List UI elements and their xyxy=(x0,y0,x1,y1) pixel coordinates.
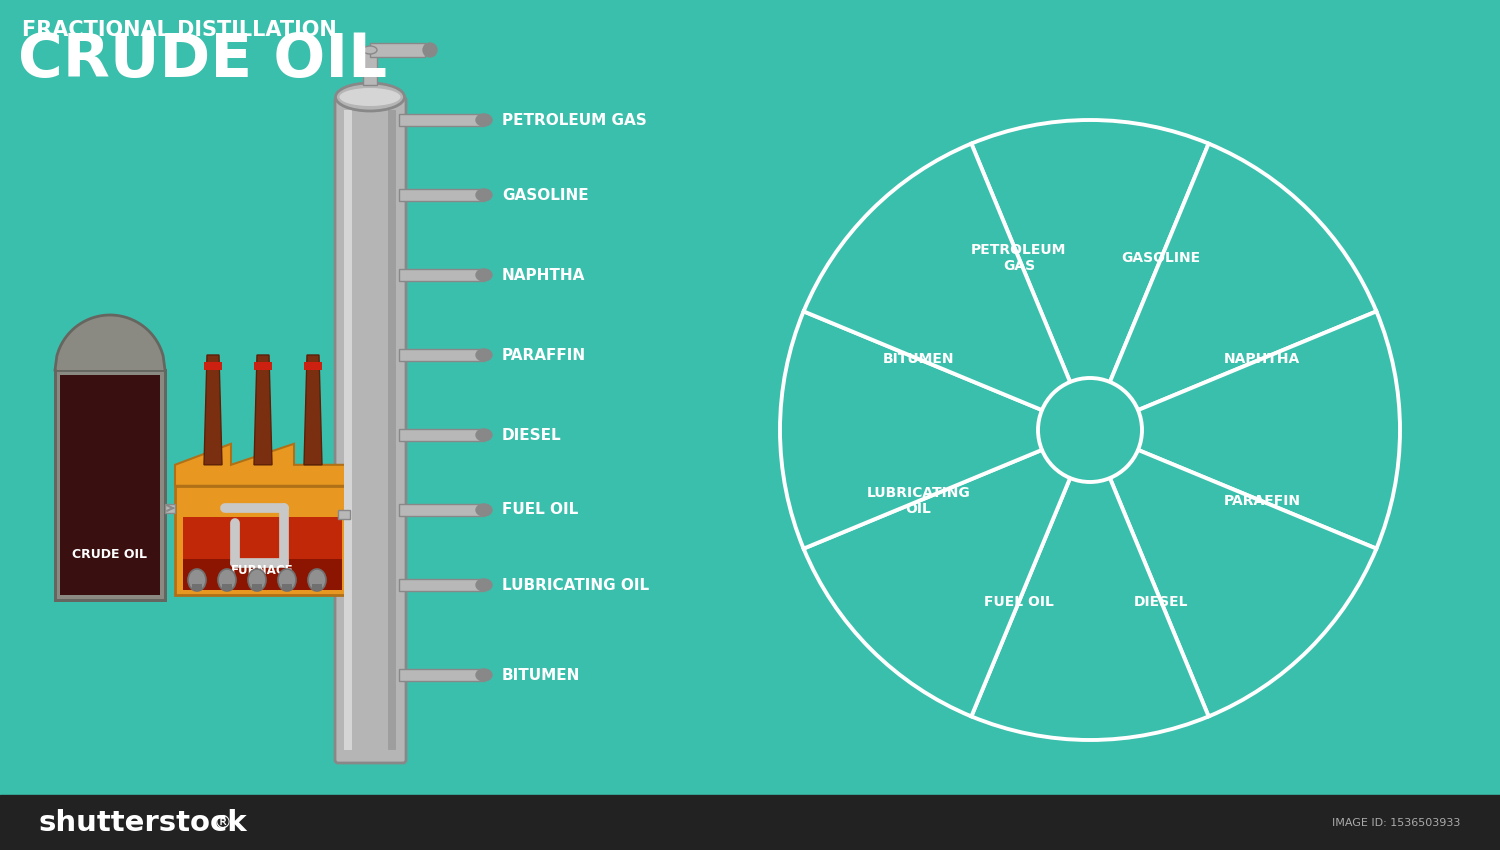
Bar xyxy=(254,362,272,370)
Bar xyxy=(0,795,1500,850)
Text: IMAGE ID: 1536503933: IMAGE ID: 1536503933 xyxy=(1332,818,1460,828)
Text: shutterstock: shutterstock xyxy=(38,809,246,837)
Text: ®: ® xyxy=(213,814,231,832)
Wedge shape xyxy=(804,144,1090,430)
Bar xyxy=(60,375,160,595)
Text: GASOLINE: GASOLINE xyxy=(1122,251,1200,265)
Bar xyxy=(344,110,352,750)
Ellipse shape xyxy=(476,669,492,681)
Text: NAPHTHA: NAPHTHA xyxy=(503,268,585,282)
Ellipse shape xyxy=(248,569,266,591)
Text: CRUDE OIL: CRUDE OIL xyxy=(18,31,387,90)
Text: FUEL OIL: FUEL OIL xyxy=(984,595,1054,609)
Wedge shape xyxy=(1090,311,1400,548)
Text: LUBRICATING
OIL: LUBRICATING OIL xyxy=(867,486,970,516)
Bar xyxy=(222,584,232,590)
Ellipse shape xyxy=(476,429,492,441)
Wedge shape xyxy=(804,430,1090,717)
Ellipse shape xyxy=(339,88,400,106)
Ellipse shape xyxy=(476,189,492,201)
FancyBboxPatch shape xyxy=(334,97,406,763)
Bar xyxy=(192,584,202,590)
Ellipse shape xyxy=(476,579,492,591)
Text: DIESEL: DIESEL xyxy=(503,428,561,443)
Bar xyxy=(165,503,176,513)
Bar xyxy=(399,114,484,126)
Bar xyxy=(56,370,165,600)
Ellipse shape xyxy=(217,569,236,591)
Ellipse shape xyxy=(278,569,296,591)
Text: BITUMEN: BITUMEN xyxy=(503,667,580,683)
Ellipse shape xyxy=(336,83,405,111)
Text: FURNACE: FURNACE xyxy=(231,564,294,576)
Bar xyxy=(183,558,342,590)
Bar xyxy=(399,189,484,201)
Bar xyxy=(312,584,322,590)
Bar xyxy=(399,349,484,361)
Text: PARAFFIN: PARAFFIN xyxy=(503,348,586,362)
Circle shape xyxy=(1038,378,1142,482)
Text: LUBRICATING OIL: LUBRICATING OIL xyxy=(503,577,650,592)
Ellipse shape xyxy=(308,569,326,591)
Ellipse shape xyxy=(476,504,492,516)
Ellipse shape xyxy=(363,46,376,54)
Bar xyxy=(399,429,484,441)
Bar xyxy=(399,504,484,516)
Polygon shape xyxy=(304,355,322,465)
Ellipse shape xyxy=(423,43,436,57)
Text: BITUMEN: BITUMEN xyxy=(882,352,954,366)
Wedge shape xyxy=(972,120,1209,430)
Text: PETROLEUM
GAS: PETROLEUM GAS xyxy=(970,243,1066,273)
Text: PETROLEUM GAS: PETROLEUM GAS xyxy=(503,112,646,128)
Bar xyxy=(370,43,424,57)
Text: NAPHTHA: NAPHTHA xyxy=(1224,352,1300,366)
Bar xyxy=(176,486,350,595)
Bar xyxy=(282,584,292,590)
Bar xyxy=(363,50,376,85)
Bar xyxy=(338,510,350,519)
Polygon shape xyxy=(176,444,350,486)
Wedge shape xyxy=(972,430,1209,740)
Wedge shape xyxy=(1090,144,1377,430)
Bar xyxy=(183,517,342,590)
Polygon shape xyxy=(254,355,272,465)
Text: GASOLINE: GASOLINE xyxy=(503,188,588,202)
Text: PARAFFIN: PARAFFIN xyxy=(1224,494,1300,508)
Bar xyxy=(252,584,262,590)
Bar xyxy=(399,269,484,281)
Polygon shape xyxy=(204,355,222,465)
Text: CRUDE OIL: CRUDE OIL xyxy=(72,548,147,562)
Ellipse shape xyxy=(476,114,492,126)
Text: DIESEL: DIESEL xyxy=(1134,595,1188,609)
Bar xyxy=(204,362,222,370)
Wedge shape xyxy=(1090,430,1377,717)
Bar xyxy=(304,362,322,370)
Ellipse shape xyxy=(188,569,206,591)
Text: FRACTIONAL DISTILLATION: FRACTIONAL DISTILLATION xyxy=(22,20,336,40)
Ellipse shape xyxy=(476,349,492,361)
Text: FUEL OIL: FUEL OIL xyxy=(503,502,579,518)
Wedge shape xyxy=(780,311,1090,548)
Bar xyxy=(399,669,484,681)
Bar xyxy=(399,579,484,591)
Ellipse shape xyxy=(476,269,492,281)
Bar xyxy=(388,110,396,750)
